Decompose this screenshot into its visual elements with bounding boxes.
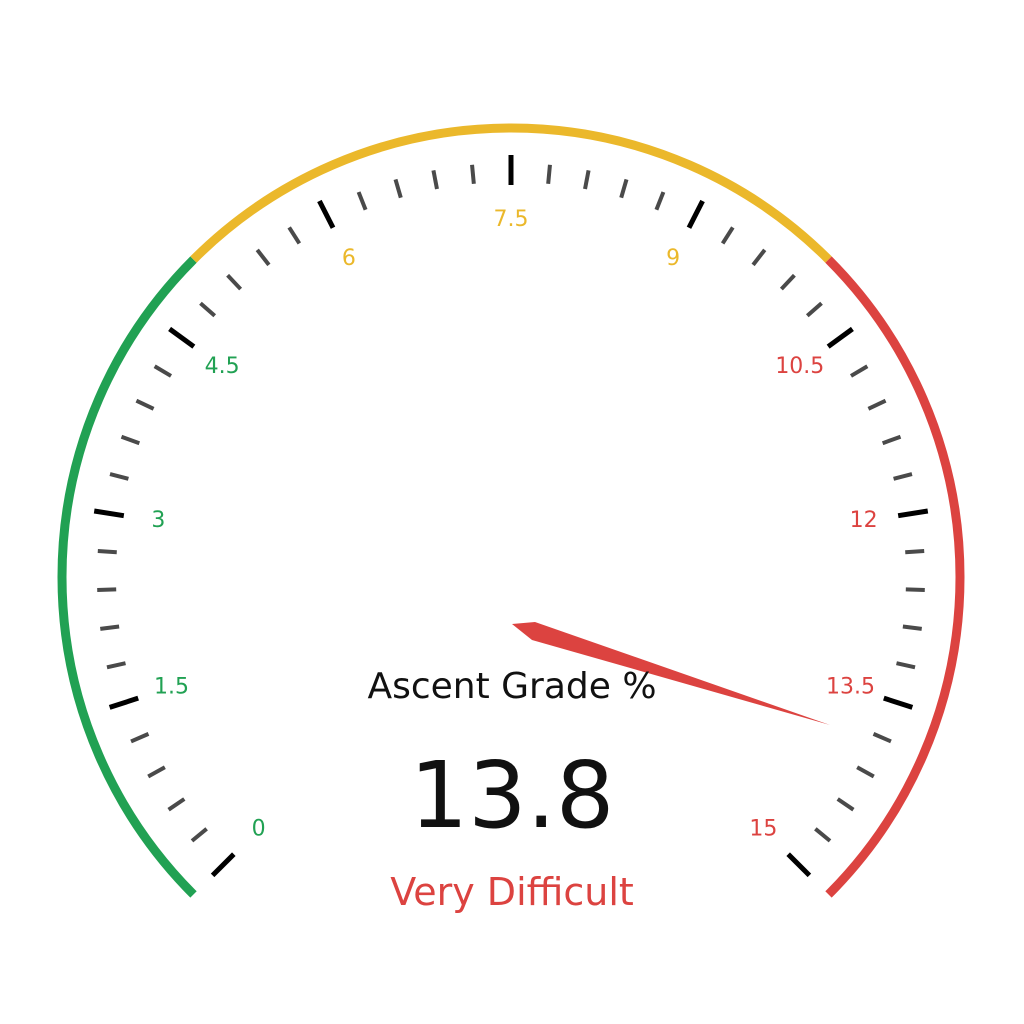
minor-tick: [356, 191, 368, 211]
tick-label: 3: [151, 508, 165, 533]
major-tick: [826, 326, 854, 349]
tick-label: 13.5: [826, 674, 875, 699]
minor-tick: [255, 248, 271, 267]
needle: [512, 622, 830, 725]
minor-tick: [153, 364, 173, 378]
minor-tick: [881, 434, 902, 446]
tick-label: 1.5: [154, 674, 189, 699]
major-tick: [168, 326, 196, 349]
minor-tick: [867, 398, 887, 411]
minor-tick: [654, 191, 666, 211]
minor-tick: [147, 765, 166, 779]
tick-label: 7.5: [494, 207, 529, 232]
minor-tick: [902, 624, 922, 631]
minor-tick: [167, 797, 186, 812]
gauge-value: 13.8: [409, 742, 615, 849]
minor-tick: [287, 226, 302, 245]
minor-tick: [120, 434, 141, 446]
minor-tick: [905, 549, 925, 555]
minor-tick: [190, 827, 208, 843]
minor-tick: [431, 169, 439, 190]
minor-tick: [393, 178, 403, 199]
minor-tick: [109, 472, 129, 481]
minor-tick: [100, 624, 120, 631]
minor-tick: [135, 398, 155, 411]
minor-tick: [106, 661, 126, 670]
minor-tick: [872, 732, 892, 744]
minor-tick: [199, 301, 217, 318]
minor-tick: [226, 273, 243, 291]
tick-label: 12: [850, 508, 878, 533]
major-tick: [786, 852, 812, 878]
minor-tick: [619, 178, 629, 199]
minor-tick: [97, 549, 117, 555]
minor-tick: [751, 248, 767, 267]
tick-label: 6: [342, 246, 356, 271]
major-tick: [883, 695, 914, 710]
minor-tick: [896, 661, 916, 670]
major-tick: [108, 695, 139, 710]
major-tick: [686, 199, 705, 229]
major-tick: [897, 508, 929, 519]
tick-label: 9: [666, 246, 680, 271]
gauge-band-1: [190, 123, 832, 263]
minor-tick: [779, 273, 796, 291]
minor-tick: [470, 164, 476, 184]
tick-label: 0: [252, 816, 266, 841]
minor-tick: [849, 364, 869, 378]
minor-tick: [905, 587, 925, 593]
minor-tick: [97, 587, 117, 593]
gauge-band-0: [57, 256, 197, 898]
minor-tick: [814, 827, 832, 843]
minor-tick: [893, 472, 913, 481]
minor-tick: [805, 301, 823, 318]
major-tick: [210, 852, 236, 878]
gauge-title: Ascent Grade %: [367, 666, 657, 707]
major-tick: [317, 199, 336, 229]
minor-tick: [836, 797, 855, 812]
tick-label: 10.5: [775, 354, 824, 379]
gauge-status: Very Difficult: [390, 870, 634, 914]
minor-tick: [546, 164, 552, 184]
minor-tick: [720, 226, 735, 245]
minor-tick: [130, 732, 150, 744]
tick-label: 15: [749, 816, 777, 841]
tick-label: 4.5: [205, 354, 240, 379]
gauge-band-2: [825, 256, 965, 898]
minor-tick: [856, 765, 875, 779]
major-tick: [93, 508, 125, 519]
minor-tick: [583, 169, 591, 190]
